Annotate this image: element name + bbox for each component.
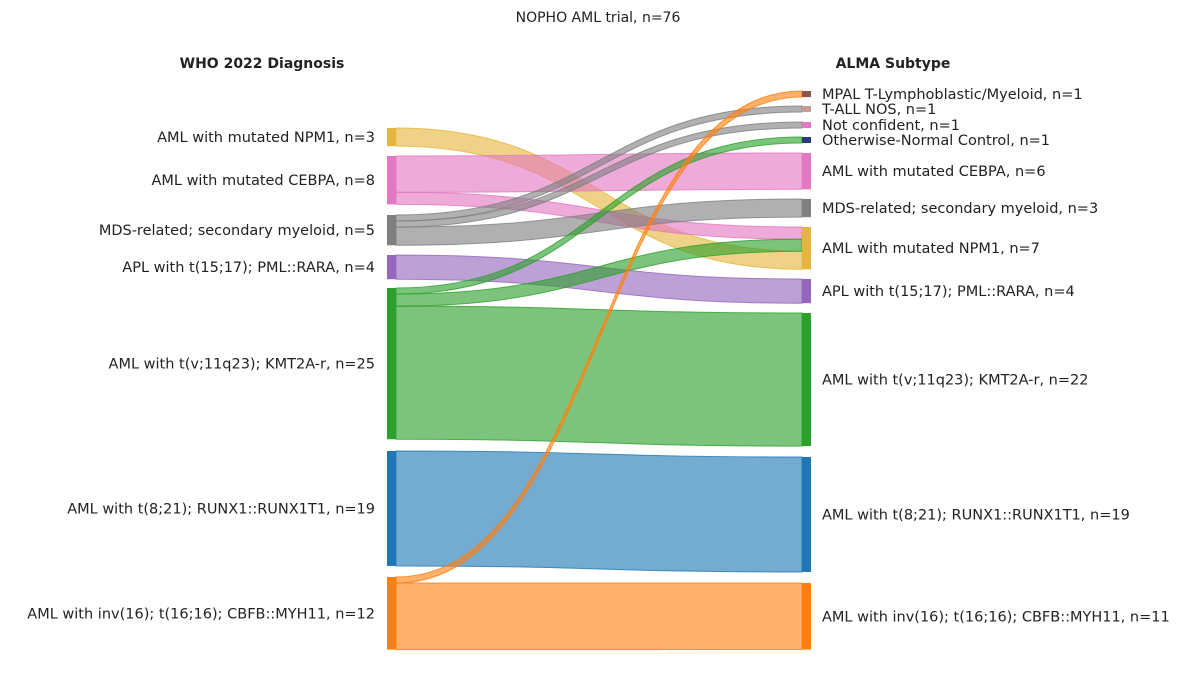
left-node-label-cbfb: AML with inv(16); t(16;16); CBFB::MYH11,…: [27, 606, 375, 622]
node-layer: [387, 91, 811, 650]
flow-kmt2a-to-kmt2a: [395, 305, 803, 447]
right-node-normal: [802, 137, 811, 144]
right-node-label-tall: T-ALL NOS, n=1: [821, 102, 936, 118]
right-node-label-normal: Otherwise-Normal Control, n=1: [822, 133, 1050, 149]
left-node-label-runx1: AML with t(8;21); RUNX1::RUNX1T1, n=19: [67, 501, 375, 517]
right-node-label-mpal: MPAL T-Lymphoblastic/Myeloid, n=1: [822, 87, 1083, 103]
left-node-npm1: [387, 128, 396, 147]
right-node-apl: [802, 279, 811, 304]
left-node-mds: [387, 215, 396, 246]
right-node-mds: [802, 199, 811, 218]
right-node-cebpa: [802, 153, 811, 190]
left-node-label-cebpa: AML with mutated CEBPA, n=8: [151, 173, 375, 189]
left-node-label-mds: MDS-related; secondary myeloid, n=5: [99, 223, 375, 239]
right-node-label-apl: APL with t(15;17); PML::RARA, n=4: [822, 284, 1075, 300]
right-node-label-cebpa: AML with mutated CEBPA, n=6: [822, 164, 1046, 180]
right-node-label-runx1: AML with t(8;21); RUNX1::RUNX1T1, n=19: [822, 507, 1130, 523]
flow-cbfb-to-cbfb: [395, 582, 803, 651]
left-node-label-apl: APL with t(15;17); PML::RARA, n=4: [122, 260, 375, 276]
right-node-mpal: [802, 91, 811, 98]
left-node-label-kmt2a: AML with t(v;11q23); KMT2A-r, n=25: [109, 357, 375, 373]
right-node-label-mds: MDS-related; secondary myeloid, n=3: [822, 201, 1098, 217]
right-node-cbfb: [802, 583, 811, 650]
right-node-kmt2a: [802, 313, 811, 447]
flow-layer: [395, 90, 803, 651]
right-column-header: ALMA Subtype: [836, 56, 951, 72]
right-node-notconf: [802, 122, 811, 129]
right-node-label-notconf: Not confident, n=1: [822, 118, 960, 134]
chart-title: NOPHO AML trial, n=76: [516, 10, 681, 26]
left-node-runx1: [387, 451, 396, 566]
left-node-cebpa: [387, 156, 396, 205]
right-node-label-kmt2a: AML with t(v;11q23); KMT2A-r, n=22: [822, 373, 1088, 389]
left-node-label-npm1: AML with mutated NPM1, n=3: [157, 130, 375, 146]
right-node-label-cbfb: AML with inv(16); t(16;16); CBFB::MYH11,…: [822, 609, 1170, 625]
flow-runx1-to-runx1: [395, 450, 803, 573]
right-node-npm1: [802, 227, 811, 270]
right-node-tall: [802, 106, 811, 113]
label-layer: AML with mutated NPM1, n=3 AML with mutat…: [27, 87, 1169, 625]
left-node-kmt2a: [387, 288, 396, 440]
right-node-runx1: [802, 457, 811, 572]
right-node-label-npm1: AML with mutated NPM1, n=7: [822, 241, 1040, 257]
left-node-cbfb: [387, 577, 396, 650]
left-column-header: WHO 2022 Diagnosis: [180, 56, 345, 72]
left-node-apl: [387, 255, 396, 280]
